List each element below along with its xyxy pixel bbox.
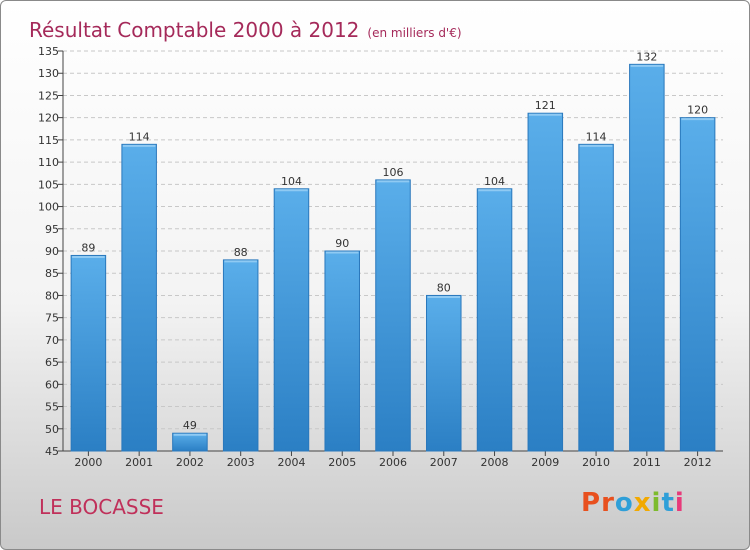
y-tick-label: 80 [45, 289, 59, 302]
logo-letter: r [601, 488, 615, 518]
bar-2012 [679, 117, 716, 452]
y-tick-label: 95 [45, 223, 59, 236]
y-tick-label: 115 [38, 134, 59, 147]
bar-2002 [172, 432, 208, 452]
axes: 45 50 55 60 65 70 75 80 85 90 95 100 105 110 115 120 125… [38, 45, 723, 469]
x-tick-label: 2000 [74, 456, 102, 469]
value-label: 90 [335, 237, 349, 250]
y-tick-label: 105 [38, 178, 59, 191]
proxiti-logo: Proxiti [581, 488, 685, 518]
chart-subtitle: (en milliers d'€) [367, 26, 462, 40]
bar-2005 [324, 250, 360, 452]
value-label: 89 [81, 241, 95, 254]
x-tick-label: 2007 [430, 456, 458, 469]
y-tick-label: 90 [45, 245, 59, 258]
y-tick-label: 50 [45, 423, 59, 436]
bar-2006 [375, 179, 411, 452]
y-tick-label: 45 [45, 445, 59, 458]
x-tick-label: 2008 [481, 456, 509, 469]
y-tick-label: 120 [38, 112, 59, 125]
y-tick-label: 110 [38, 156, 59, 169]
x-tick-label: 2005 [328, 456, 356, 469]
x-tick-label: 2012 [684, 456, 712, 469]
value-label: 114 [586, 130, 607, 143]
bar-2003 [222, 259, 259, 452]
data-labels: 89 114 49 88 104 90 106 80 104 121 114 132 120 [81, 50, 708, 432]
x-tick-label: 2003 [227, 456, 255, 469]
value-label: 114 [129, 130, 150, 143]
x-tick-label: 2001 [125, 456, 153, 469]
y-tick-label: 70 [45, 334, 59, 347]
commune-name: LE BOCASSE [39, 495, 164, 519]
chart-title-main: Résultat Comptable 2000 à 2012 [29, 18, 360, 42]
logo-letter: o [614, 488, 634, 518]
bar-2011 [629, 63, 665, 452]
y-tick-label: 135 [38, 45, 59, 58]
value-label: 132 [636, 50, 657, 63]
bar-2004 [273, 188, 310, 452]
x-tick-label: 2006 [379, 456, 407, 469]
value-label: 120 [687, 104, 708, 117]
logo-letter: P [581, 488, 602, 518]
logo-letter: i [651, 488, 662, 518]
bars [70, 63, 716, 452]
bar-2009 [527, 112, 564, 452]
y-tick-label: 75 [45, 312, 59, 325]
x-tick-label: 2010 [582, 456, 610, 469]
chart-title: Résultat Comptable 2000 à 2012 (en millie… [29, 7, 462, 45]
x-tick-label: 2004 [277, 456, 305, 469]
value-label: 106 [383, 166, 404, 179]
bar-2000 [70, 254, 107, 452]
value-label: 49 [183, 419, 197, 432]
y-tick-label: 100 [38, 201, 59, 214]
y-tick-label: 65 [45, 356, 59, 369]
value-label: 88 [234, 246, 248, 259]
bar-2007 [426, 294, 462, 452]
bar-2008 [476, 188, 513, 452]
x-tick-label: 2009 [531, 456, 559, 469]
y-tick-label: 60 [45, 378, 59, 391]
y-tick-label: 55 [45, 401, 59, 414]
y-tick-label: 125 [38, 89, 59, 102]
y-tick-label: 85 [45, 267, 59, 280]
logo-letter: i [674, 488, 685, 518]
value-label: 121 [535, 99, 556, 112]
bar-2010 [578, 143, 614, 452]
x-tick-label: 2002 [176, 456, 204, 469]
x-tick-label: 2011 [633, 456, 661, 469]
y-tick-label: 130 [38, 67, 59, 80]
value-label: 104 [484, 175, 505, 188]
bar-2001 [121, 143, 157, 452]
value-label: 80 [437, 281, 451, 294]
logo-letter: t [661, 488, 675, 518]
logo-letter: x [633, 488, 652, 518]
value-label: 104 [281, 175, 302, 188]
